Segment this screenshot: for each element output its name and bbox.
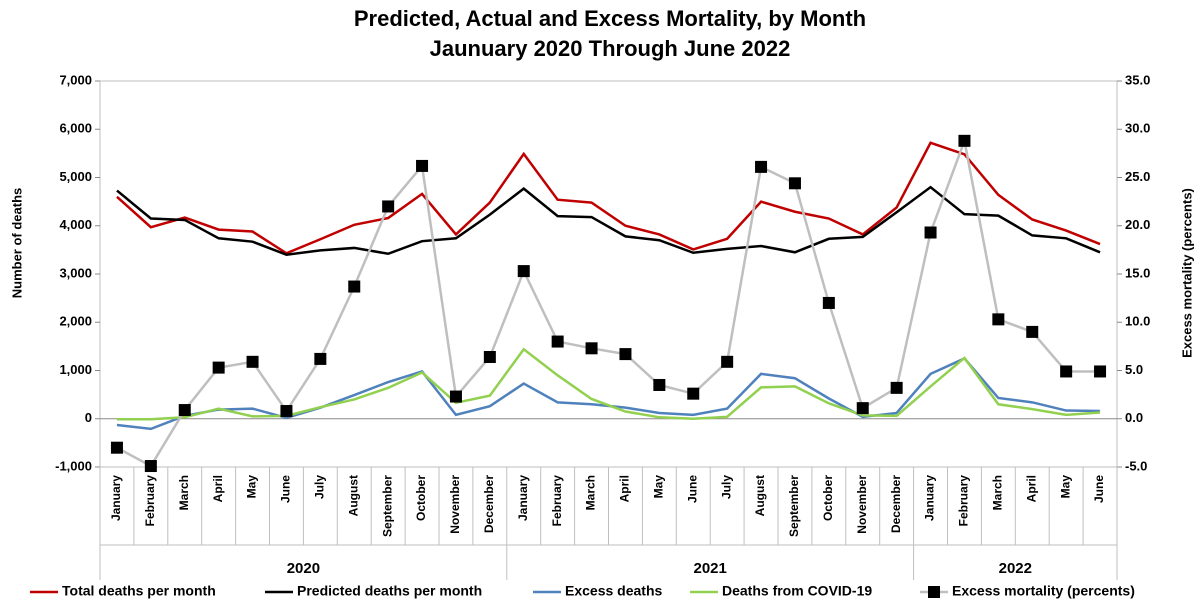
point-marker	[212, 361, 225, 374]
x-tick-label: July	[719, 475, 733, 499]
x-tick-label: January	[516, 475, 530, 521]
point-marker	[890, 381, 903, 394]
point-marker	[924, 226, 937, 239]
x-tick-label: November	[855, 475, 869, 534]
point-marker	[551, 335, 564, 348]
y-tick-label: 1,000	[59, 362, 92, 377]
x-tick-label: June	[1092, 475, 1106, 503]
y2-tick-label: 5.0	[1125, 362, 1143, 377]
x-tick-label: September	[380, 475, 394, 537]
x-tick-label: July	[313, 475, 327, 499]
legend-label: Predicted deaths per month	[297, 583, 482, 599]
legend-marker	[928, 586, 940, 598]
x-tick-label: May	[245, 475, 259, 499]
point-marker	[246, 355, 259, 368]
point-marker	[1026, 325, 1039, 338]
y-tick-label: 2,000	[59, 314, 92, 329]
point-marker	[788, 177, 801, 190]
point-marker	[517, 265, 530, 278]
point-marker	[721, 355, 734, 368]
y-tick-label: 5,000	[59, 169, 92, 184]
x-tick-label: April	[618, 475, 632, 502]
group-label: 2020	[287, 560, 320, 577]
point-marker	[382, 200, 395, 213]
x-tick-label: March	[991, 475, 1005, 510]
x-tick-label: October	[414, 475, 428, 521]
x-tick-label: May	[1058, 475, 1072, 499]
point-marker	[1060, 365, 1073, 378]
group-label: 2022	[999, 560, 1032, 577]
chart-title: Predicted, Actual and Excess Mortality, …	[354, 6, 866, 31]
x-tick-label: January	[923, 475, 937, 521]
x-tick-label: December	[889, 475, 903, 533]
x-tick-label: February	[957, 475, 971, 527]
y-tick-label: 6,000	[59, 121, 92, 136]
x-tick-label: February	[550, 475, 564, 527]
y-tick-label: 0	[85, 410, 92, 425]
point-marker	[1094, 365, 1107, 378]
x-tick-label: April	[1024, 475, 1038, 502]
point-marker	[856, 402, 869, 415]
point-marker	[348, 280, 361, 293]
y-tick-label: 3,000	[59, 265, 92, 280]
y2-tick-label: 25.0	[1125, 169, 1150, 184]
x-tick-label: May	[652, 475, 666, 499]
y-tick-label: 4,000	[59, 217, 92, 232]
x-tick-label: August	[346, 475, 360, 516]
point-marker	[687, 387, 700, 400]
y2-tick-label: 20.0	[1125, 217, 1150, 232]
point-marker	[653, 378, 666, 391]
point-marker	[110, 441, 123, 454]
x-tick-label: September	[787, 475, 801, 537]
point-marker	[958, 134, 971, 147]
point-marker	[822, 296, 835, 309]
chart-subtitle: Jaunuary 2020 Through June 2022	[430, 36, 791, 61]
x-tick-label: June	[685, 475, 699, 503]
y-tick-label: 7,000	[59, 72, 92, 87]
x-tick-label: December	[482, 475, 496, 533]
point-marker	[416, 159, 429, 172]
legend-label: Deaths from COVID-19	[722, 583, 872, 599]
y2-tick-label: 10.0	[1125, 314, 1150, 329]
y2-axis-label: Excess mortality (percents)	[1179, 188, 1194, 358]
series-line	[116, 136, 1101, 468]
y2-tick-label: 30.0	[1125, 121, 1150, 136]
point-marker	[280, 405, 293, 418]
point-marker	[144, 460, 157, 473]
y2-tick-label: -5.0	[1125, 458, 1147, 473]
y-tick-label: -1,000	[55, 458, 92, 473]
group-label: 2021	[694, 560, 727, 577]
y2-tick-label: 0.0	[1125, 410, 1143, 425]
point-marker	[483, 350, 496, 363]
y-axis-label: Number of deaths	[9, 188, 24, 299]
series-line	[116, 185, 1101, 256]
point-marker	[585, 342, 598, 355]
point-marker	[619, 348, 632, 361]
legend-label: Excess mortality (percents)	[952, 583, 1135, 599]
point-marker	[178, 404, 191, 417]
legend-label: Total deaths per month	[62, 583, 216, 599]
series-line	[116, 141, 1101, 255]
point-marker	[755, 160, 768, 173]
x-tick-label: November	[448, 475, 462, 534]
y2-tick-label: 35.0	[1125, 72, 1150, 87]
point-marker	[992, 313, 1005, 326]
x-tick-label: August	[753, 475, 767, 516]
x-tick-label: June	[279, 475, 293, 503]
x-tick-label: March	[177, 475, 191, 510]
x-tick-label: January	[109, 475, 123, 521]
x-tick-label: February	[143, 475, 157, 527]
legend-label: Excess deaths	[565, 583, 662, 599]
x-tick-label: March	[584, 475, 598, 510]
y2-tick-label: 15.0	[1125, 265, 1150, 280]
x-tick-label: April	[211, 475, 225, 502]
point-marker	[314, 352, 327, 365]
x-tick-label: October	[821, 475, 835, 521]
point-marker	[449, 390, 462, 403]
series-line	[116, 347, 1101, 421]
